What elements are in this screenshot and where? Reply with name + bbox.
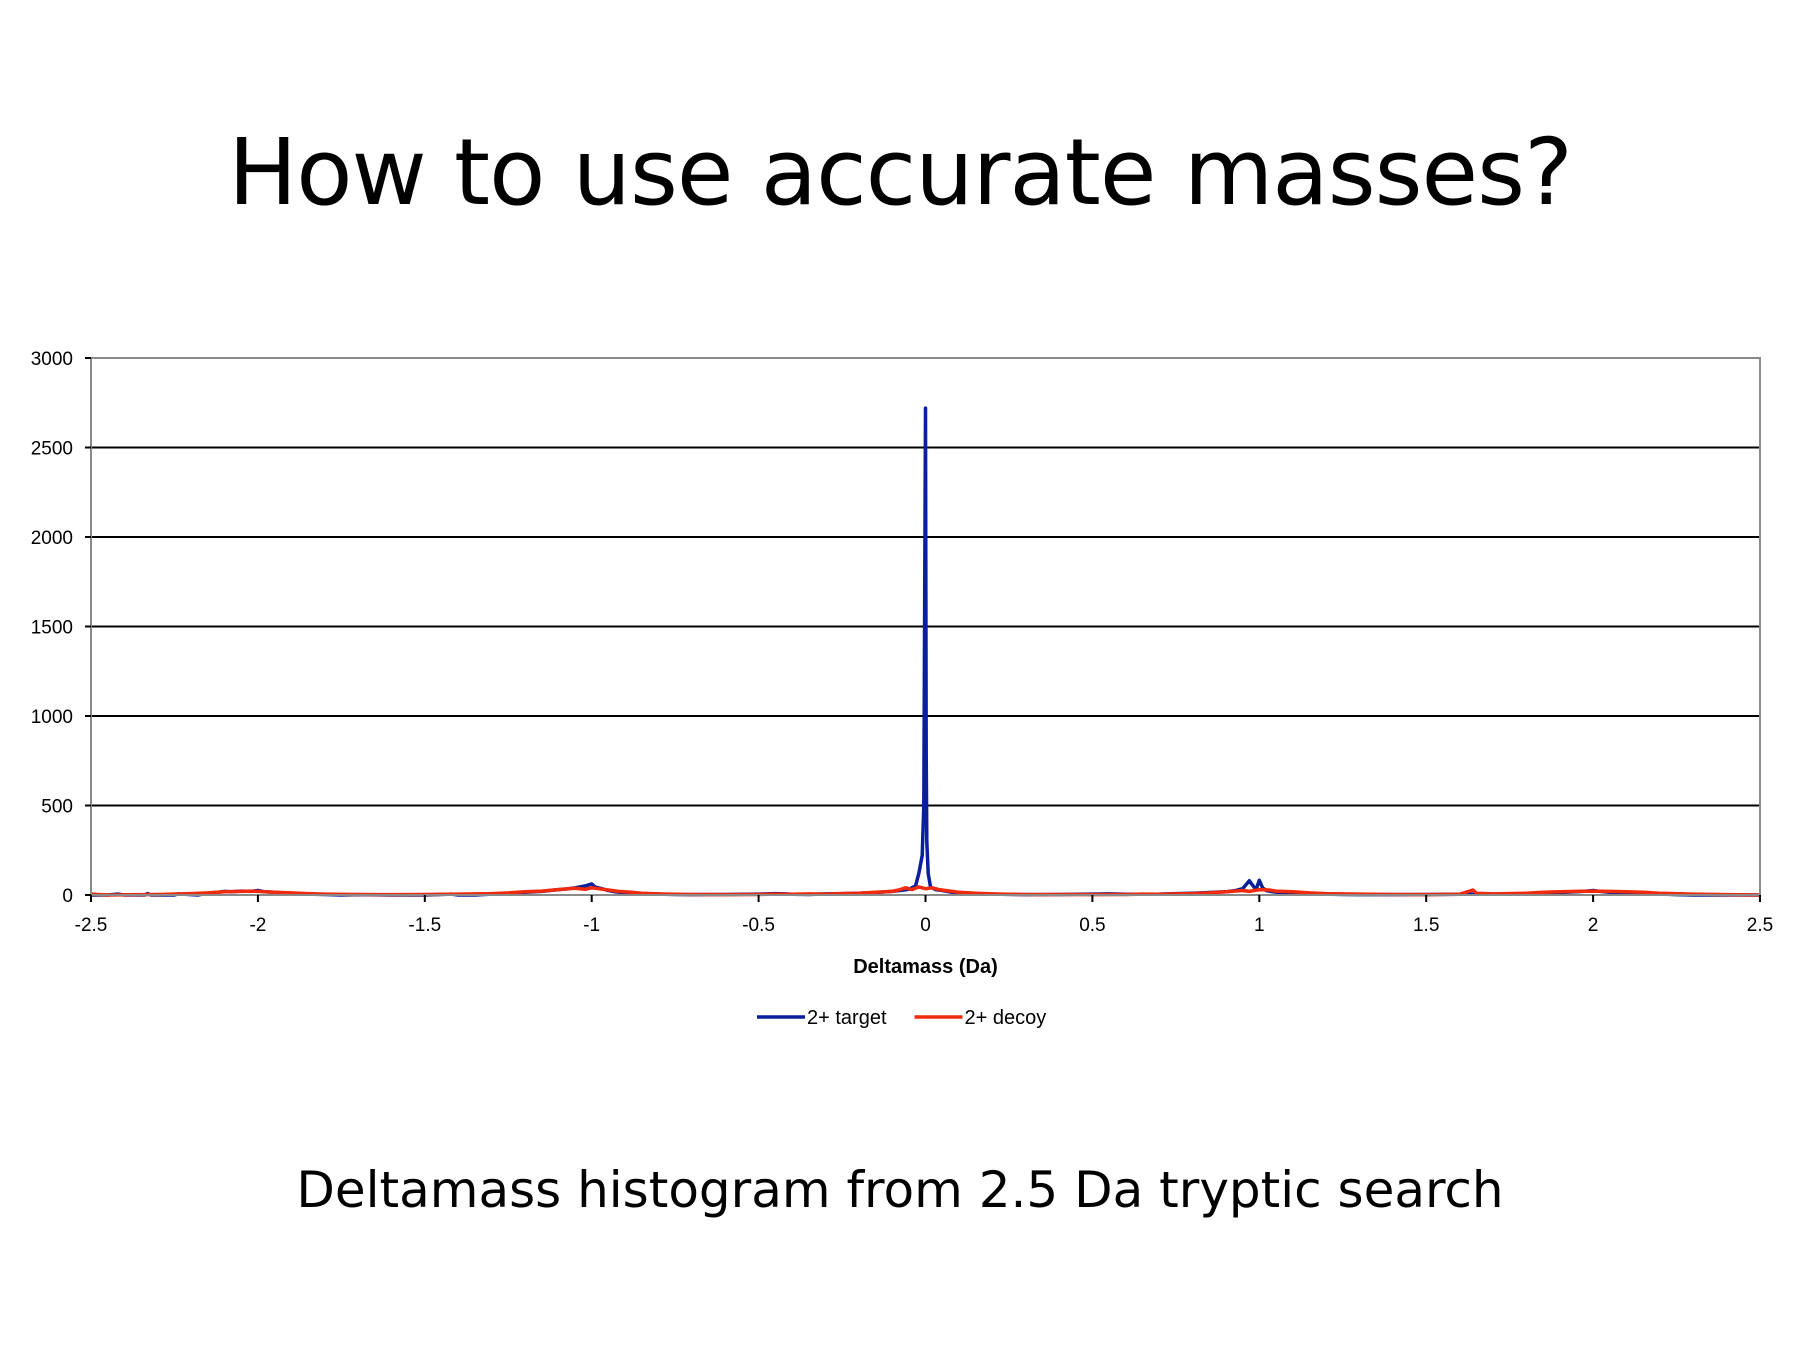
x-tick-label: 1.5 [1413, 915, 1439, 936]
y-tick-label: 3000 [31, 349, 73, 370]
y-tick-label: 1000 [31, 707, 73, 728]
series-lines [90, 406, 1761, 897]
x-axis-title: Deltamass (Da) [853, 956, 998, 978]
y-tick-label: 2000 [31, 528, 73, 549]
x-tick-label: -1 [583, 915, 600, 936]
y-tick-label: 2500 [31, 439, 73, 460]
x-tick-label: 2 [1588, 915, 1599, 936]
y-tick-label: 1500 [31, 618, 73, 639]
x-tick-label: -2 [249, 915, 266, 936]
series-line-decoy [90, 885, 1761, 897]
y-tick-label: 0 [62, 886, 73, 907]
legend: 2+ target 2+ decoy [757, 1007, 1046, 1029]
legend-label-decoy: 2+ decoy [965, 1007, 1047, 1029]
x-tick-label: 2.5 [1747, 915, 1773, 936]
slide-caption: Deltamass histogram from 2.5 Da tryptic … [296, 1161, 1504, 1219]
series-line-target [91, 406, 1760, 897]
x-tick-label: -0.5 [742, 915, 775, 936]
legend-label-target: 2+ target [807, 1007, 887, 1029]
x-tick-label: -2.5 [75, 915, 108, 936]
y-tick-label: 500 [41, 797, 73, 818]
x-tick-label: 1 [1254, 915, 1265, 936]
slide-title: How to use accurate masses? [228, 119, 1573, 226]
x-tick-label: -1.5 [408, 915, 441, 936]
x-tick-label: 0.5 [1079, 915, 1105, 936]
y-axis-ticks: 0 500 1000 1500 2000 2500 3000 [31, 349, 91, 907]
x-axis-ticks: -2.5 -2 -1.5 -1 -0.5 0 0.5 1 1.5 2 2.5 [75, 895, 1773, 936]
x-tick-label: 0 [920, 915, 931, 936]
